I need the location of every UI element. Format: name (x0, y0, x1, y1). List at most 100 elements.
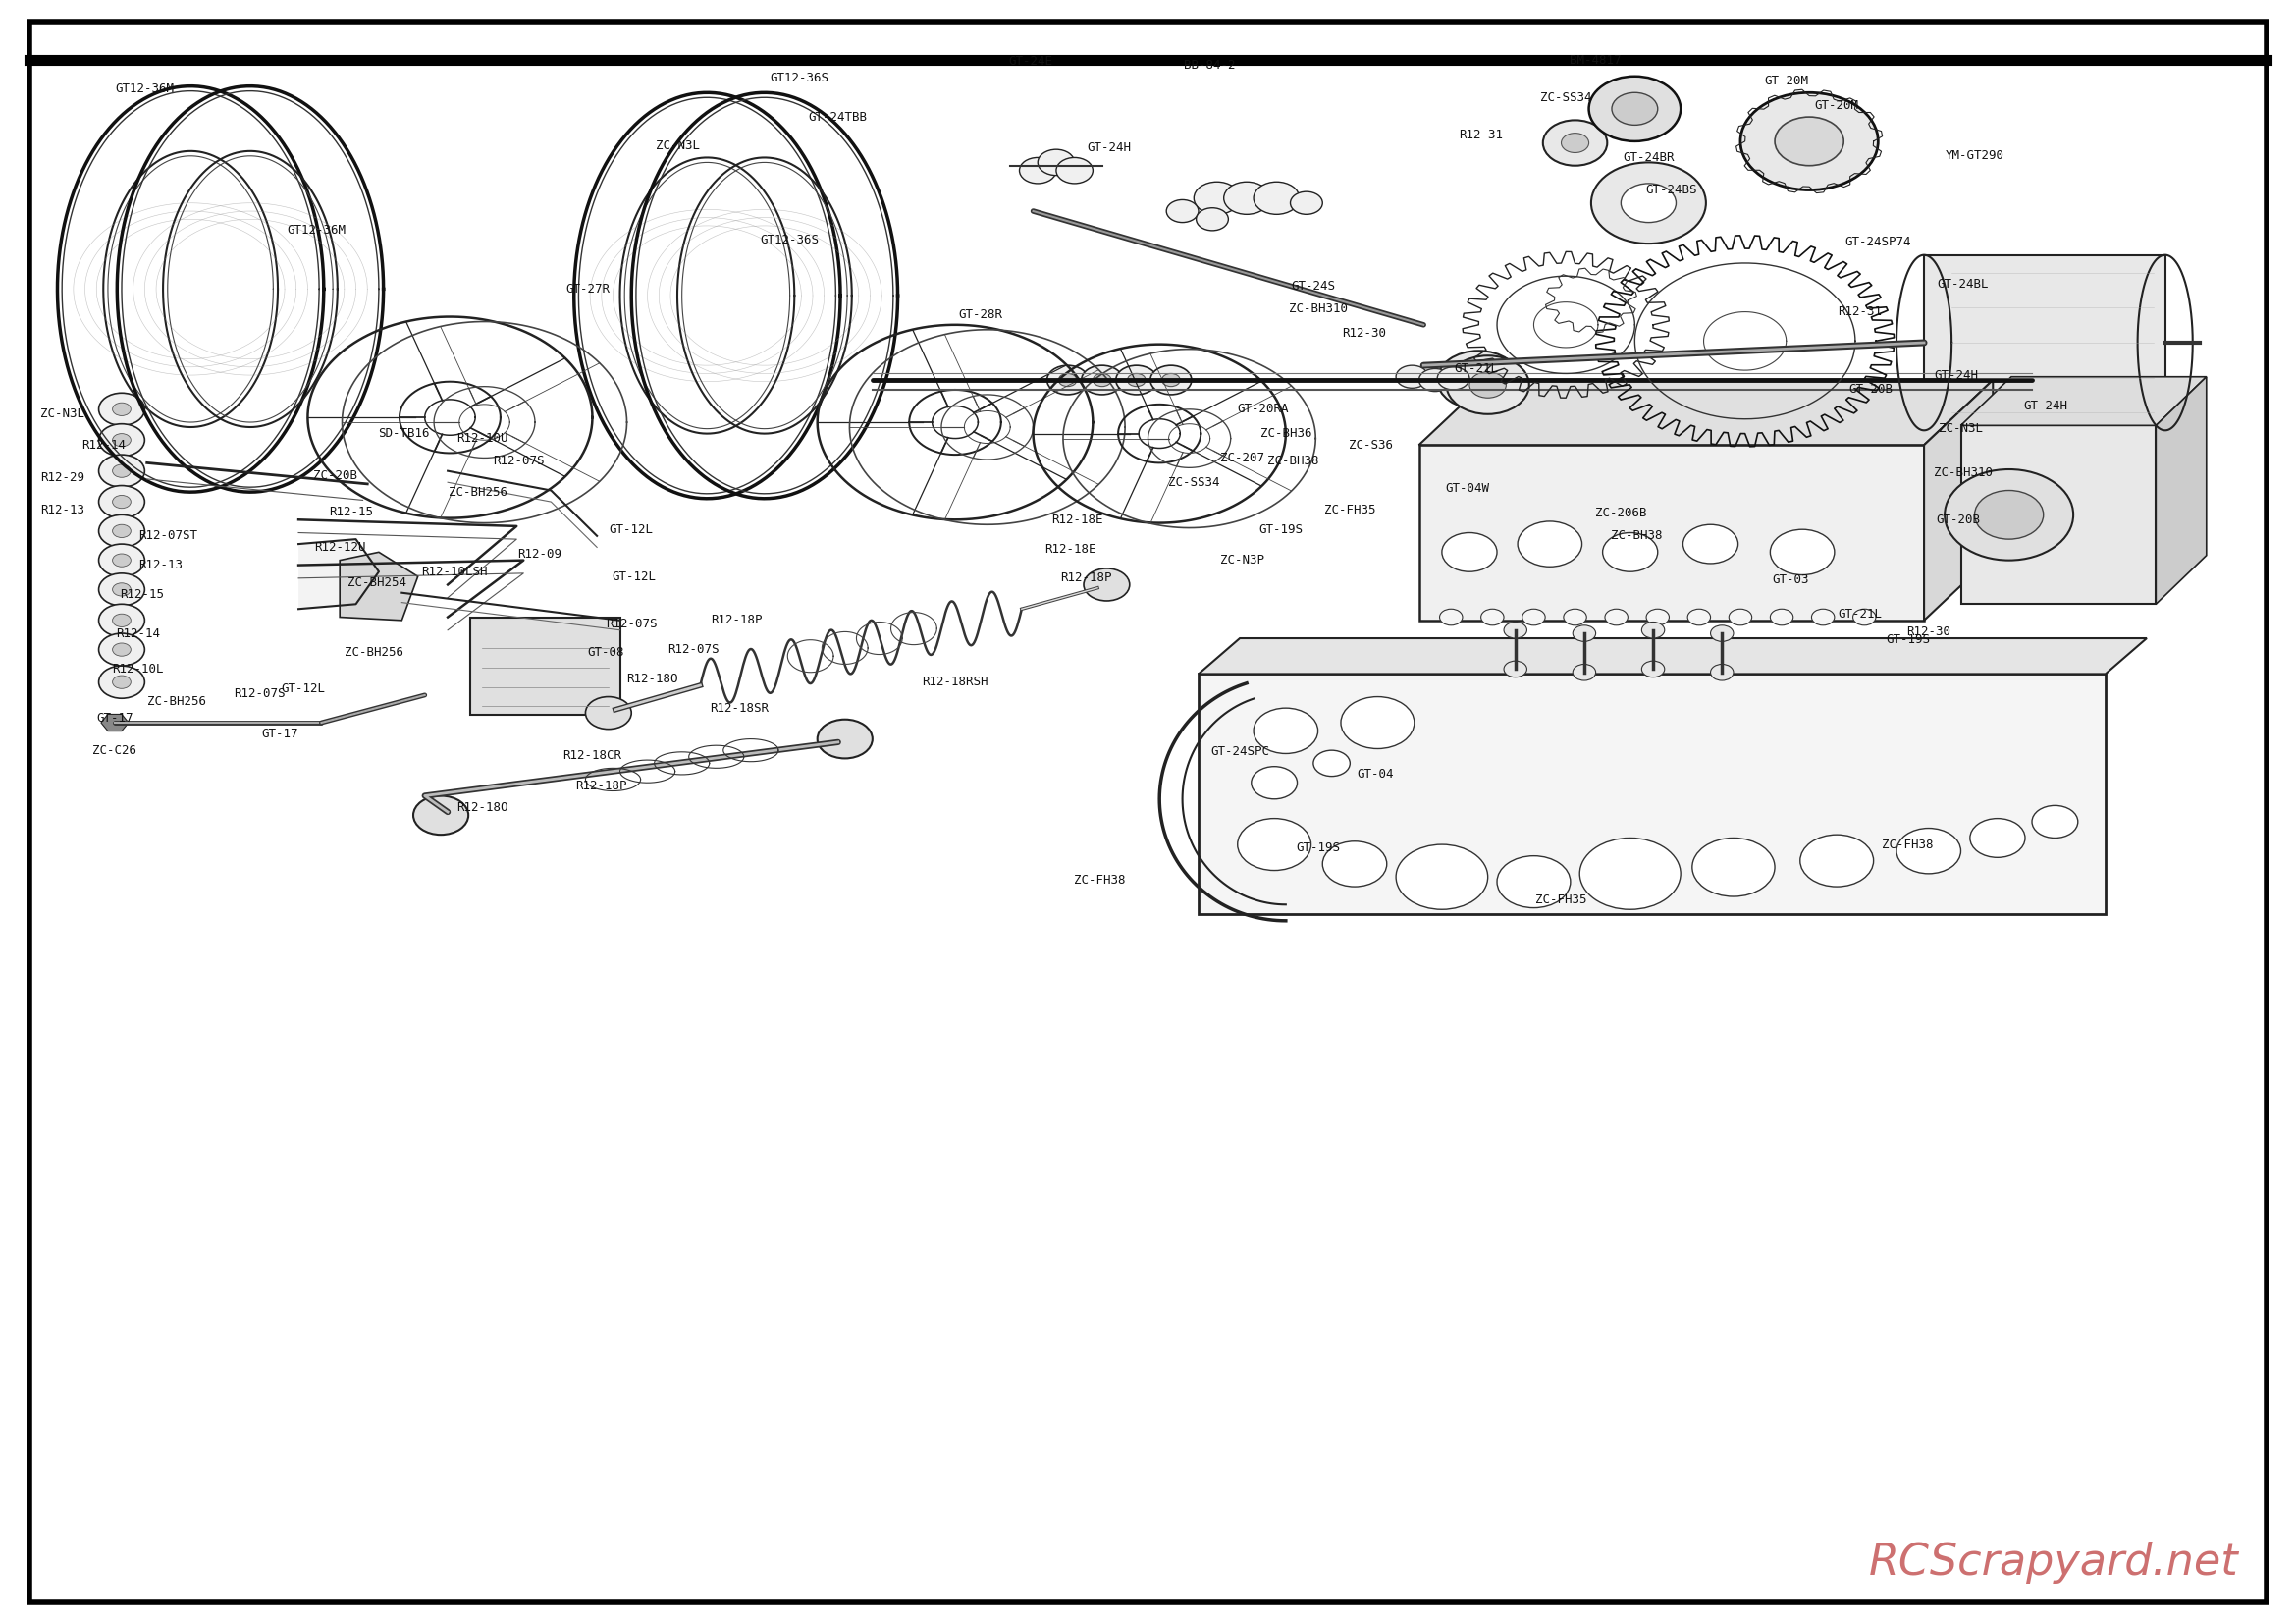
Circle shape (1770, 609, 1793, 625)
Circle shape (1770, 529, 1835, 575)
Circle shape (1853, 609, 1876, 625)
Text: RCScrapyard.net: RCScrapyard.net (1869, 1541, 2239, 1583)
Text: ZC-FH38: ZC-FH38 (1075, 874, 1125, 887)
Text: GT-19S: GT-19S (1258, 523, 1304, 536)
Text: GT-24H: GT-24H (1086, 141, 1132, 154)
Circle shape (1561, 133, 1589, 153)
Text: GT-04: GT-04 (1357, 768, 1394, 781)
Text: GT-12L: GT-12L (611, 570, 657, 583)
Text: ZC-207: ZC-207 (1219, 451, 1265, 464)
Text: R12-31: R12-31 (1458, 128, 1504, 141)
Circle shape (1497, 856, 1570, 908)
Polygon shape (101, 715, 129, 731)
Circle shape (1437, 351, 1520, 409)
Text: BM-4817: BM-4817 (1570, 54, 1621, 67)
Circle shape (1729, 609, 1752, 625)
Circle shape (1341, 697, 1414, 749)
Circle shape (1442, 533, 1497, 572)
Circle shape (1518, 521, 1582, 567)
Circle shape (413, 796, 468, 835)
Text: GT-24BR: GT-24BR (1623, 151, 1674, 164)
Text: R12-15: R12-15 (119, 588, 165, 601)
Circle shape (1800, 835, 1874, 887)
Circle shape (1084, 568, 1130, 601)
Text: GT12-36S: GT12-36S (760, 234, 820, 247)
Circle shape (99, 424, 145, 456)
Text: GT-21L: GT-21L (1453, 362, 1499, 375)
Text: ZC-FH35: ZC-FH35 (1325, 503, 1375, 516)
Text: ZC-BH38: ZC-BH38 (1267, 455, 1318, 468)
Text: R12-29: R12-29 (39, 471, 85, 484)
Text: ZC-BH310: ZC-BH310 (1933, 466, 1993, 479)
Text: SD-TB16: SD-TB16 (379, 427, 429, 440)
Text: GT-08: GT-08 (588, 646, 625, 659)
Circle shape (113, 434, 131, 447)
Circle shape (113, 643, 131, 656)
Text: GT-17: GT-17 (262, 728, 298, 741)
Circle shape (99, 455, 145, 487)
Circle shape (99, 393, 145, 425)
Circle shape (1975, 490, 2043, 539)
Text: R12-18O: R12-18O (627, 672, 677, 685)
Circle shape (1812, 609, 1835, 625)
Circle shape (1313, 750, 1350, 776)
Circle shape (1605, 609, 1628, 625)
Circle shape (1543, 120, 1607, 166)
Text: R12-30: R12-30 (1341, 326, 1387, 339)
Circle shape (1150, 365, 1192, 395)
Circle shape (113, 554, 131, 567)
Text: GT-03: GT-03 (1773, 573, 1809, 586)
Text: ZC-FH35: ZC-FH35 (1536, 893, 1587, 906)
Circle shape (1970, 818, 2025, 857)
Circle shape (585, 697, 631, 729)
Circle shape (1646, 609, 1669, 625)
Polygon shape (1924, 380, 1993, 620)
Circle shape (1038, 149, 1075, 175)
Text: R12-07ST: R12-07ST (138, 529, 197, 542)
Text: ZC-BH38: ZC-BH38 (1612, 529, 1662, 542)
Circle shape (99, 633, 145, 666)
Text: ZC-FH38: ZC-FH38 (1883, 838, 1933, 851)
Text: ZC-BH256: ZC-BH256 (344, 646, 404, 659)
Circle shape (2032, 806, 2078, 838)
Text: GT-20RA: GT-20RA (1238, 403, 1288, 416)
Circle shape (1642, 622, 1665, 638)
Circle shape (1580, 838, 1681, 909)
Circle shape (1711, 625, 1733, 641)
Text: GT-12L: GT-12L (280, 682, 326, 695)
Text: GT-24H: GT-24H (1933, 369, 1979, 382)
Text: GT-24BS: GT-24BS (1646, 184, 1697, 197)
Text: GT-28R: GT-28R (957, 309, 1003, 322)
Text: BB-84-2: BB-84-2 (1185, 58, 1235, 71)
Circle shape (113, 614, 131, 627)
Circle shape (1740, 93, 1878, 190)
Text: R12-14: R12-14 (115, 627, 161, 640)
Text: GT-04W: GT-04W (1444, 482, 1490, 495)
Circle shape (1047, 365, 1088, 395)
Circle shape (1603, 533, 1658, 572)
Text: GT12-36S: GT12-36S (769, 71, 829, 84)
Circle shape (1573, 664, 1596, 680)
Polygon shape (1961, 377, 2206, 425)
Text: GT-20B: GT-20B (1848, 383, 1894, 396)
Circle shape (1196, 208, 1228, 231)
Circle shape (1460, 367, 1497, 393)
Circle shape (1056, 158, 1093, 184)
Circle shape (113, 464, 131, 477)
Text: ZC-SS34: ZC-SS34 (1541, 91, 1591, 104)
Circle shape (99, 604, 145, 637)
Text: ZC-206B: ZC-206B (1596, 507, 1646, 520)
Text: R12-18E: R12-18E (1052, 513, 1102, 526)
Text: R12-09: R12-09 (517, 547, 563, 560)
Text: R12-18P: R12-18P (712, 614, 762, 627)
Circle shape (1896, 828, 1961, 874)
Text: R12-10L: R12-10L (113, 663, 163, 676)
Text: ZC-BH256: ZC-BH256 (448, 486, 507, 499)
Text: ZC-SS34: ZC-SS34 (1169, 476, 1219, 489)
Bar (1961, 425, 2156, 604)
Text: ZC-N3L: ZC-N3L (1938, 422, 1984, 435)
Circle shape (113, 403, 131, 416)
Circle shape (1081, 365, 1123, 395)
Text: GT-12L: GT-12L (608, 523, 654, 536)
Text: ZC-BH254: ZC-BH254 (347, 577, 406, 590)
